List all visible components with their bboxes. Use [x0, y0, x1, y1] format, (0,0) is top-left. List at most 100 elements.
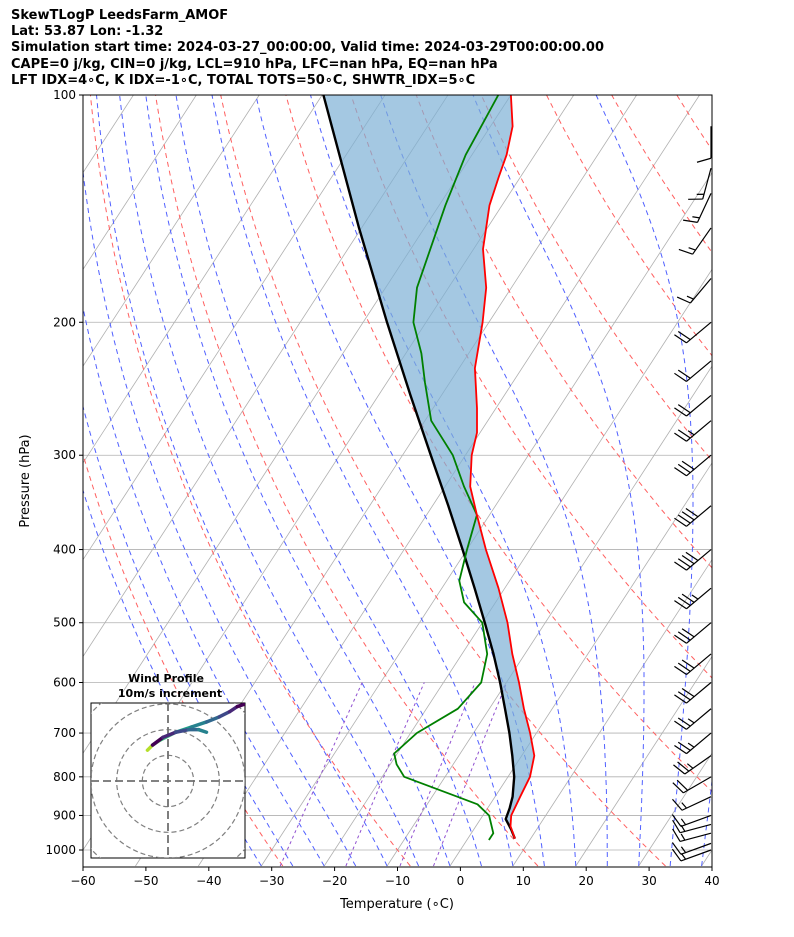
dry-adiabat: [742, 95, 794, 866]
wind-barb: [674, 653, 712, 676]
moist-adiabat: [701, 777, 712, 867]
wind-barb: [674, 682, 712, 704]
wind-barb: [674, 549, 712, 571]
dry-adiabat: [83, 452, 284, 867]
isotherm-30: [638, 752, 712, 867]
moist-adiabat: [145, 95, 451, 867]
wind-barb: [674, 587, 712, 610]
wind-barb: [674, 505, 712, 527]
moist-adiabat: [595, 95, 694, 867]
isotherm--10: [386, 365, 712, 867]
wind-barb: [674, 321, 712, 344]
x-tick-label: −30: [259, 874, 284, 888]
x-tick-label: −10: [385, 874, 410, 888]
wind-barb: [672, 776, 712, 794]
dry-adiabat: [155, 95, 539, 867]
inset-subtitle: 10m/s increment: [118, 687, 222, 700]
parcel-profile-line: [322, 95, 517, 840]
moist-adiabat: [175, 95, 482, 867]
moist-adiabat: [83, 304, 325, 867]
isotherm--90: [83, 95, 386, 561]
y-tick-label: 200: [53, 315, 76, 329]
isotherm-20: [575, 655, 712, 867]
axis-ticks: −60 −50 −40 −30 −20 −10 0 10 20 30 40 1000 900 800 700…: [45, 88, 719, 888]
dry-adiabat: [480, 95, 712, 462]
index-line: LFT IDX=4∘C, K IDX=-1∘C, TOTAL TOTS=50∘C…: [11, 73, 476, 88]
y-tick-label: 500: [53, 616, 76, 630]
wind-barb: [674, 360, 712, 382]
isotherm-10: [512, 558, 712, 867]
y-tick-label: 600: [53, 676, 76, 690]
isotherm--20: [323, 268, 712, 867]
hodograph-segment: [150, 735, 165, 747]
hodograph-segment: [217, 709, 232, 719]
cape-cin-shading: [323, 95, 535, 839]
wind-barbs: [671, 126, 712, 862]
moist-adiabat: [255, 95, 545, 867]
dry-adiabat: [415, 95, 712, 569]
wind-barb: [672, 828, 712, 843]
mixing-ratio-line: [345, 682, 425, 867]
wind-barb: [674, 622, 712, 644]
y-axis-label: Pressure (hPa): [18, 434, 33, 527]
chart-title: SkewTLogP LeedsFarm_AMOF: [11, 8, 229, 23]
dewpoint-line: [393, 95, 500, 841]
isotherm--110: [83, 95, 260, 367]
y-tick-label: 700: [53, 726, 76, 740]
isotherm--120: [83, 95, 197, 271]
isotherm-0: [449, 462, 712, 867]
y-tick-label: 900: [53, 808, 76, 822]
hodograph-segment: [173, 727, 191, 734]
wind-barb: [674, 454, 712, 477]
isotherm--30: [260, 171, 712, 867]
isotherm--100: [83, 95, 323, 464]
wind-barb: [674, 708, 712, 730]
y-tick-label: 300: [53, 448, 76, 462]
wind-barb: [673, 755, 712, 775]
inset-title: Wind Profile: [128, 672, 204, 685]
x-axis-label: Temperature (∘C): [339, 897, 454, 912]
wind-profile-inset: Wind Profile 10m/s increment: [90, 672, 246, 859]
wind-barb: [671, 814, 712, 827]
wind-barb: [674, 394, 712, 417]
x-tick-label: 40: [704, 874, 719, 888]
moist-adiabat: [310, 95, 577, 867]
y-tick-label: 800: [53, 770, 76, 784]
y-tick-label: 1000: [45, 843, 76, 857]
x-tick-label: −40: [196, 874, 221, 888]
hodograph-segment: [235, 703, 245, 709]
wind-barb: [674, 420, 712, 442]
wind-barb: [688, 168, 712, 200]
dry-adiabat: [676, 95, 712, 151]
wind-barb: [683, 193, 712, 223]
wind-barb: [678, 227, 712, 255]
y-tick-label: 400: [53, 543, 76, 557]
x-tick-label: −20: [322, 874, 347, 888]
temperature-line: [469, 95, 536, 839]
dry-adiabat: [285, 95, 712, 793]
hodograph-segment: [161, 730, 178, 740]
moist-adiabat: [211, 95, 514, 867]
mixing-ratio-line: [433, 682, 508, 867]
isotherm-50: [765, 95, 794, 866]
moist-adiabat: [119, 95, 420, 867]
isotherm--150: [0, 95, 8, 866]
plot-data: [322, 95, 536, 841]
x-tick-label: 20: [579, 874, 594, 888]
moist-adiabat: [83, 168, 357, 867]
hodograph-segment: [204, 715, 222, 724]
x-tick-label: 30: [641, 874, 656, 888]
time-line: Simulation start time: 2024-03-27_00:00:…: [11, 40, 604, 55]
moist-adiabat: [83, 488, 262, 867]
wind-barb: [671, 842, 712, 855]
x-tick-label: −50: [133, 874, 158, 888]
y-tick-label: 100: [53, 88, 76, 102]
isotherm-40: [701, 849, 712, 867]
cape-line: CAPE=0 j/kg, CIN=0 j/kg, LCL=910 hPa, LF…: [11, 57, 498, 72]
x-tick-label: −60: [70, 874, 95, 888]
dry-adiabat: [546, 95, 712, 357]
wind-barb: [676, 278, 712, 304]
plot-background: [0, 95, 794, 867]
moist-adiabat: [472, 95, 645, 867]
